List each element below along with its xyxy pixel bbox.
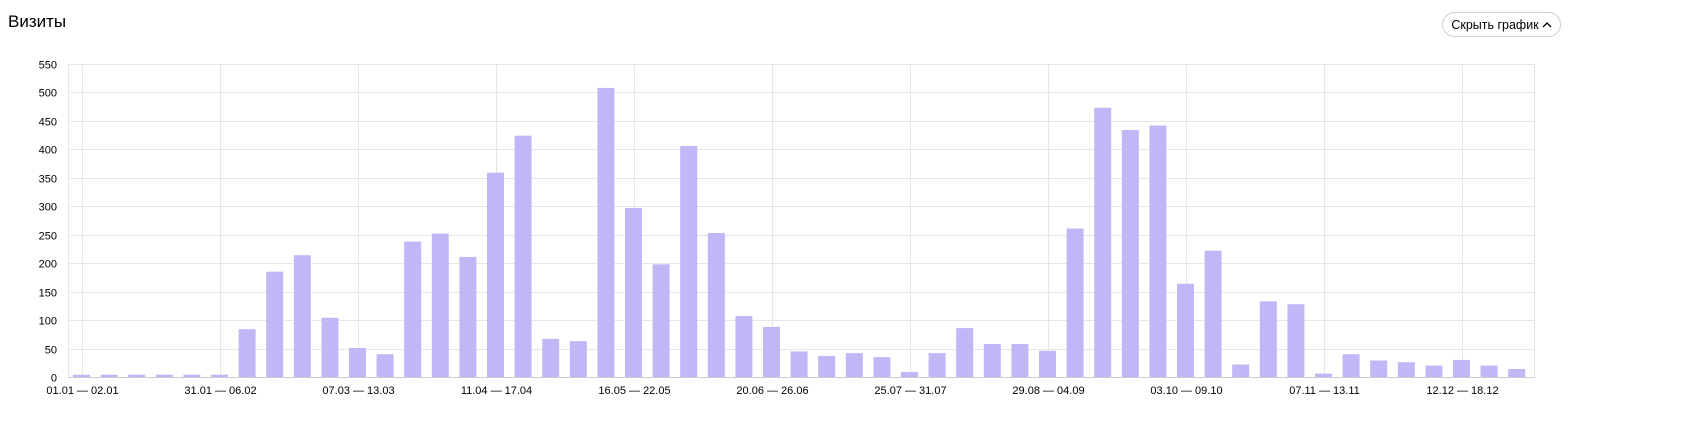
bar [238, 329, 256, 377]
bar [404, 241, 422, 377]
bar [321, 317, 339, 377]
y-tick-label: 0 [51, 373, 57, 385]
bar [680, 145, 698, 377]
y-tick-label: 150 [39, 288, 57, 300]
bar [211, 374, 228, 377]
bar [266, 271, 284, 377]
bar [983, 344, 1001, 377]
bar [569, 341, 587, 377]
y-tick-label: 100 [39, 316, 57, 328]
x-tick-label: 20.06 — 26.06 [736, 385, 808, 397]
bar [1204, 250, 1222, 377]
y-tick-label: 400 [39, 145, 57, 157]
bar [183, 374, 201, 377]
x-tick-label: 07.11 — 13.11 [1289, 385, 1360, 397]
bar [901, 371, 918, 377]
y-tick-label: 550 [39, 60, 57, 72]
bar [542, 338, 560, 377]
y-tick-label: 500 [39, 88, 57, 100]
bar [487, 172, 504, 377]
x-tick-label: 07.03 — 13.03 [322, 385, 394, 397]
bar [1287, 304, 1305, 377]
x-tick-label: 12.12 — 18.12 [1426, 385, 1498, 397]
page-title: Визиты [8, 12, 67, 31]
bar [597, 87, 615, 378]
chevron-up-icon [1542, 21, 1552, 28]
bar [155, 374, 173, 377]
x-tick-label: 29.08 — 04.09 [1012, 385, 1084, 397]
bar [735, 316, 753, 377]
hide-chart-label: Скрыть график [1451, 17, 1539, 32]
bar [376, 354, 394, 377]
bar [1370, 360, 1388, 377]
bar [845, 353, 863, 377]
bar [1259, 301, 1277, 377]
bar [625, 208, 642, 377]
x-tick-label: 11.04 — 17.04 [461, 385, 532, 397]
x-tick-label: 01.01 — 02.01 [46, 385, 118, 397]
bar [514, 135, 532, 377]
bar [293, 255, 311, 377]
hide-chart-button[interactable]: Скрыть график [1442, 12, 1561, 37]
bar [100, 374, 118, 377]
bar [349, 348, 366, 377]
bar [928, 353, 946, 377]
bar [459, 256, 477, 377]
x-tick-label: 31.01 — 06.02 [184, 385, 256, 397]
bar [1039, 350, 1056, 377]
bar [1453, 359, 1470, 377]
bar [431, 233, 449, 377]
bar [1177, 283, 1194, 377]
x-tick-label: 16.05 — 22.05 [598, 385, 670, 397]
y-tick-label: 200 [39, 259, 57, 271]
bar [1149, 125, 1167, 377]
y-tick-label: 250 [39, 231, 57, 243]
bar [73, 374, 90, 377]
bar [1094, 107, 1112, 378]
bar [790, 351, 808, 377]
y-tick-label: 300 [39, 202, 57, 214]
bar [652, 264, 670, 377]
y-tick-label: 350 [39, 174, 57, 186]
bar [873, 357, 891, 377]
bar [763, 326, 780, 377]
bar [1232, 364, 1250, 377]
bar [1011, 344, 1029, 377]
bar [818, 355, 836, 377]
y-tick-label: 50 [45, 345, 57, 357]
bar [956, 328, 974, 377]
bar [128, 374, 146, 377]
bar [1425, 365, 1443, 377]
x-tick-label: 25.07 — 31.07 [874, 385, 946, 397]
bar [1315, 373, 1332, 377]
bar [1121, 130, 1139, 377]
y-tick-label: 450 [39, 117, 57, 129]
bar [707, 233, 725, 377]
bar [1066, 228, 1084, 377]
bar [1480, 365, 1498, 377]
bar [1397, 362, 1415, 377]
bar [1342, 354, 1360, 377]
x-tick-label: 03.10 — 09.10 [1150, 385, 1222, 397]
bar [1508, 369, 1526, 377]
